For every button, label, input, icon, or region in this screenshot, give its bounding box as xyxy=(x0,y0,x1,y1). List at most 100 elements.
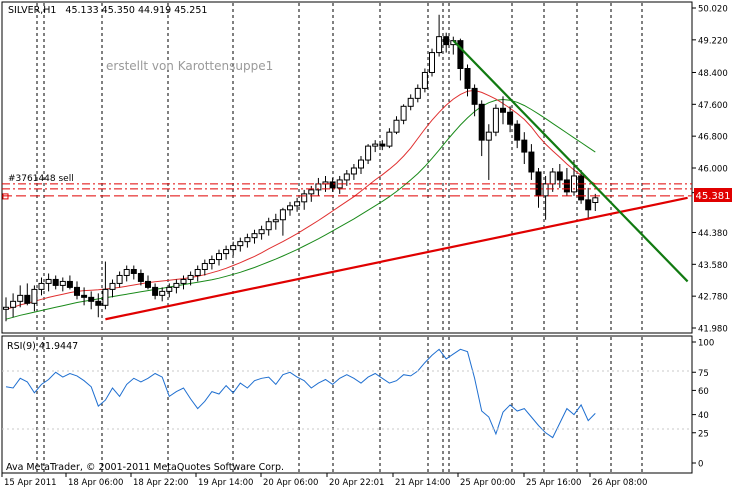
candle-body xyxy=(500,107,506,113)
candle-body xyxy=(45,278,52,284)
candle-body xyxy=(464,67,471,89)
candle-body xyxy=(528,151,535,173)
candle-body xyxy=(329,181,336,189)
price-tick-label: 50.020 xyxy=(698,5,728,15)
candle-body xyxy=(478,103,485,141)
candle-body xyxy=(95,300,102,306)
rsi-tick-label: 25 xyxy=(698,429,709,439)
time-axis: 15 Apr 2011 18 Apr 06:00 18 Apr 22:00 19 Ap… xyxy=(1,473,647,488)
price-tick-label: 44.380 xyxy=(698,229,728,239)
time-tick-label: 19 Apr 14:00 xyxy=(198,478,253,488)
candle-body xyxy=(52,278,59,286)
rsi-tick-label: 0 xyxy=(698,460,703,470)
candle-body xyxy=(59,280,66,286)
rsi-indicator-label: RSI(9) 41.9447 xyxy=(7,341,78,352)
candle-body xyxy=(414,87,421,99)
candle-body xyxy=(485,131,492,141)
candle-body xyxy=(287,205,293,211)
candle-body xyxy=(585,199,592,211)
candle-body xyxy=(194,268,201,276)
order-label: #3761448 sell xyxy=(8,174,74,184)
candle-body xyxy=(365,145,372,161)
candle-body xyxy=(563,179,570,193)
time-tick-label: 15 Apr 2011 xyxy=(4,478,57,488)
price-tick-label: 48.400 xyxy=(698,69,728,79)
candle-body xyxy=(208,259,215,265)
support-trendline[interactable] xyxy=(105,196,688,321)
price-tick-label: 41.980 xyxy=(698,325,728,335)
current-price-tag xyxy=(694,188,732,202)
candle-body xyxy=(429,52,435,73)
candle-body xyxy=(507,111,514,125)
candle-body xyxy=(116,274,123,284)
price-tick-label: 46.000 xyxy=(698,165,728,175)
time-tick-label: 25 Apr 16:00 xyxy=(526,478,581,488)
rsi-tick-label: 60 xyxy=(698,387,709,397)
candle-body xyxy=(542,183,549,197)
candle-body xyxy=(294,201,301,207)
candle-body xyxy=(400,105,407,121)
candle-body xyxy=(471,87,478,105)
candle-body xyxy=(216,253,222,261)
chart-symbol-ohlc: SILVER,H1 45.133 45.350 44.919 45.251 xyxy=(8,5,207,16)
candle-body xyxy=(74,286,80,296)
price-tick-label: 46.800 xyxy=(698,133,728,143)
candle-body xyxy=(244,237,251,243)
candle-body xyxy=(17,294,24,302)
candle-body xyxy=(578,175,585,201)
candle-body xyxy=(592,197,599,204)
candle-body xyxy=(3,306,9,310)
price-axis: 50.020 49.220 48.400 47.600 46.800 46.000 45.3… xyxy=(692,5,728,335)
candle-body xyxy=(230,245,237,251)
candle-body xyxy=(109,282,116,290)
candle-body xyxy=(201,263,208,270)
ohlc-values: 45.133 45.350 44.919 45.251 xyxy=(65,5,207,16)
candle-body xyxy=(237,241,244,247)
candle-body xyxy=(343,173,350,181)
candle-body xyxy=(350,167,357,175)
resistance-trendline[interactable] xyxy=(452,39,689,283)
order-lines[interactable] xyxy=(2,183,692,200)
candle-body xyxy=(308,189,315,195)
price-tick-label: 43.580 xyxy=(698,261,728,271)
candle-body xyxy=(137,272,144,282)
candle-body xyxy=(159,290,166,296)
price-tick-label: 49.220 xyxy=(698,36,728,46)
time-tick-label: 20 Apr 22:01 xyxy=(329,478,384,488)
candle-body xyxy=(130,268,137,274)
candle-body xyxy=(258,229,265,235)
candle-body xyxy=(102,288,109,306)
candlesticks xyxy=(3,14,599,322)
candle-body xyxy=(436,36,443,54)
candle-body xyxy=(66,280,73,288)
time-tick-label: 18 Apr 06:00 xyxy=(68,478,123,488)
candle-body xyxy=(10,300,17,308)
candle-body xyxy=(38,282,45,290)
candle-body xyxy=(152,286,159,296)
candle-body xyxy=(301,193,308,203)
vertical-grid xyxy=(36,3,643,472)
symbol-label: SILVER,H1 xyxy=(8,5,56,16)
time-tick-label: 21 Apr 14:00 xyxy=(395,478,450,488)
candle-body xyxy=(187,274,194,280)
candle-body xyxy=(145,280,151,288)
candle-body xyxy=(514,123,521,141)
candle-body xyxy=(180,278,187,284)
rsi-axis: 100 75 60 40 25 0 xyxy=(692,339,714,470)
candle-body xyxy=(81,294,88,298)
candle-body xyxy=(386,131,393,147)
candle-body xyxy=(223,249,230,255)
candle-body xyxy=(123,268,130,276)
price-tick-label: 47.600 xyxy=(698,101,728,111)
candle-body xyxy=(421,71,428,89)
candle-body xyxy=(407,97,414,107)
watermark-text: erstellt von Karottensuppe1 xyxy=(106,59,273,73)
candle-body xyxy=(492,107,499,133)
rsi-tick-label: 100 xyxy=(698,339,714,349)
candle-body xyxy=(173,282,180,288)
time-tick-label: 26 Apr 08:00 xyxy=(592,478,647,488)
candle-body xyxy=(251,233,258,239)
time-tick-label: 20 Apr 06:00 xyxy=(263,478,318,488)
